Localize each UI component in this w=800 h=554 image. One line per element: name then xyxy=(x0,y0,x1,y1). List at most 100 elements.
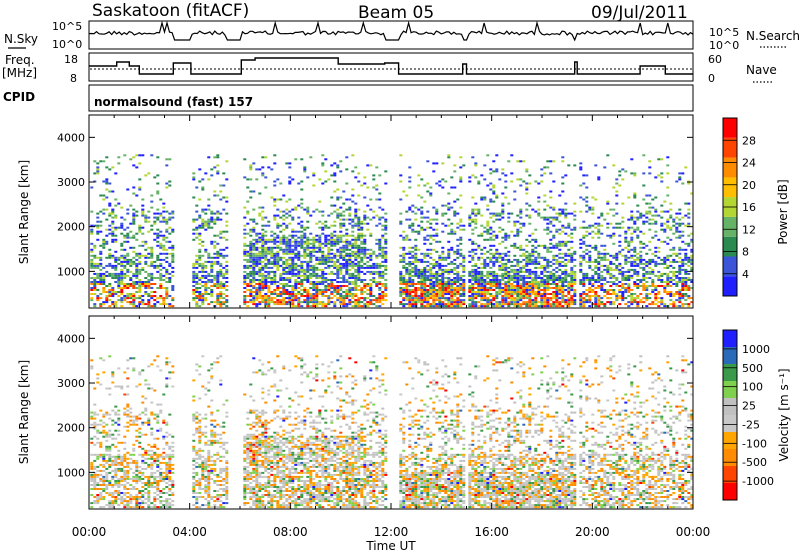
heatmap-cell xyxy=(471,297,475,300)
heatmap-cell xyxy=(312,285,316,287)
heatmap-cell xyxy=(141,154,145,157)
heatmap-cell xyxy=(495,248,499,251)
heatmap-cell xyxy=(135,252,139,255)
heatmap-cell xyxy=(633,222,637,225)
heatmap-cell xyxy=(327,250,331,253)
heatmap-cell xyxy=(90,281,94,283)
heatmap-cell xyxy=(168,246,172,249)
heatmap-cell xyxy=(213,262,217,265)
heatmap-cell xyxy=(252,268,256,271)
heatmap-cell xyxy=(345,182,349,185)
heatmap-cell xyxy=(642,262,646,265)
heatmap-cell xyxy=(432,297,436,300)
heatmap-cell xyxy=(282,301,286,304)
heatmap-cell xyxy=(264,242,268,245)
heatmap-cell xyxy=(522,293,526,295)
heatmap-cell xyxy=(501,277,505,279)
heatmap-cell xyxy=(414,254,418,257)
heatmap-cell xyxy=(108,283,112,285)
heatmap-cell xyxy=(99,230,103,233)
heatmap-cell xyxy=(459,264,463,267)
heatmap-cell xyxy=(561,240,565,243)
heatmap-cell xyxy=(282,240,286,243)
heatmap-cell xyxy=(246,222,250,225)
heatmap-cell xyxy=(558,305,562,308)
heatmap-cell xyxy=(207,254,211,257)
heatmap-cell xyxy=(117,281,121,283)
heatmap-cell xyxy=(324,285,328,287)
heatmap-cell xyxy=(519,226,523,229)
heatmap-cell xyxy=(378,299,382,302)
heatmap-cell xyxy=(288,234,292,237)
heatmap-cell xyxy=(423,299,427,302)
heatmap-cell xyxy=(276,285,280,287)
heatmap-cell xyxy=(423,287,427,289)
heatmap-cell xyxy=(522,180,526,183)
heatmap-cell xyxy=(675,228,679,231)
heatmap-cell xyxy=(426,270,430,273)
heatmap-cell xyxy=(399,222,403,225)
heatmap-cell xyxy=(531,291,535,293)
heatmap-cell xyxy=(120,232,124,235)
heatmap-cell xyxy=(108,274,112,277)
heatmap-cell xyxy=(363,262,367,265)
heatmap-cell xyxy=(570,277,574,279)
heatmap-cell xyxy=(336,270,340,273)
heatmap-cell xyxy=(501,168,505,171)
heatmap-cell xyxy=(252,252,256,255)
heatmap-cell xyxy=(201,285,205,287)
heatmap-cell xyxy=(102,303,106,306)
heatmap-cell xyxy=(342,299,346,302)
heatmap-cell xyxy=(204,250,208,253)
nsearch-tick-top: 10^5 xyxy=(709,26,739,39)
heatmap-cell xyxy=(111,232,115,235)
heatmap-cell xyxy=(288,244,292,247)
heatmap-cell xyxy=(90,297,94,300)
heatmap-cell xyxy=(561,283,565,285)
heatmap-cell xyxy=(246,295,250,297)
heatmap-cell xyxy=(555,297,559,300)
heatmap-cell xyxy=(132,234,136,237)
heatmap-cell xyxy=(579,166,583,169)
heatmap-cell xyxy=(627,268,631,271)
heatmap-cell xyxy=(429,272,433,275)
heatmap-cell xyxy=(375,266,379,269)
heatmap-cell xyxy=(651,281,655,283)
heatmap-cell xyxy=(291,266,295,269)
heatmap-cell xyxy=(561,279,565,281)
heatmap-cell xyxy=(303,272,307,275)
heatmap-cell xyxy=(558,274,562,277)
heatmap-cell xyxy=(504,180,508,183)
heatmap-cell xyxy=(492,234,496,237)
heatmap-cell xyxy=(366,283,370,285)
heatmap-cell xyxy=(429,287,433,289)
heatmap-cell xyxy=(102,194,106,197)
heatmap-cell xyxy=(273,218,277,221)
heatmap-cell xyxy=(264,224,268,227)
heatmap-cell xyxy=(216,212,220,215)
heatmap-cell xyxy=(330,248,334,251)
heatmap-cell xyxy=(546,299,550,302)
heatmap-cell xyxy=(366,293,370,295)
heatmap-cell xyxy=(528,293,532,295)
heatmap-cell xyxy=(612,268,616,271)
heatmap-cell xyxy=(168,305,172,308)
heatmap-cell xyxy=(315,256,319,259)
heatmap-cell xyxy=(243,266,247,269)
heatmap-cell xyxy=(306,291,310,293)
heatmap-cell xyxy=(675,230,679,233)
heatmap-cell xyxy=(594,303,598,306)
heatmap-cell xyxy=(345,295,349,297)
heatmap-cell xyxy=(264,285,268,287)
heatmap-cell xyxy=(192,272,196,275)
heatmap-cell xyxy=(462,291,466,293)
heatmap-cell xyxy=(429,266,433,269)
heatmap-cell xyxy=(684,299,688,302)
heatmap-cell xyxy=(552,244,556,247)
heatmap-cell xyxy=(570,281,574,283)
heatmap-cell xyxy=(123,272,127,275)
heatmap-cell xyxy=(282,248,286,251)
heatmap-cell xyxy=(432,283,436,285)
heatmap-cell xyxy=(114,301,118,304)
heatmap-cell xyxy=(618,226,622,229)
